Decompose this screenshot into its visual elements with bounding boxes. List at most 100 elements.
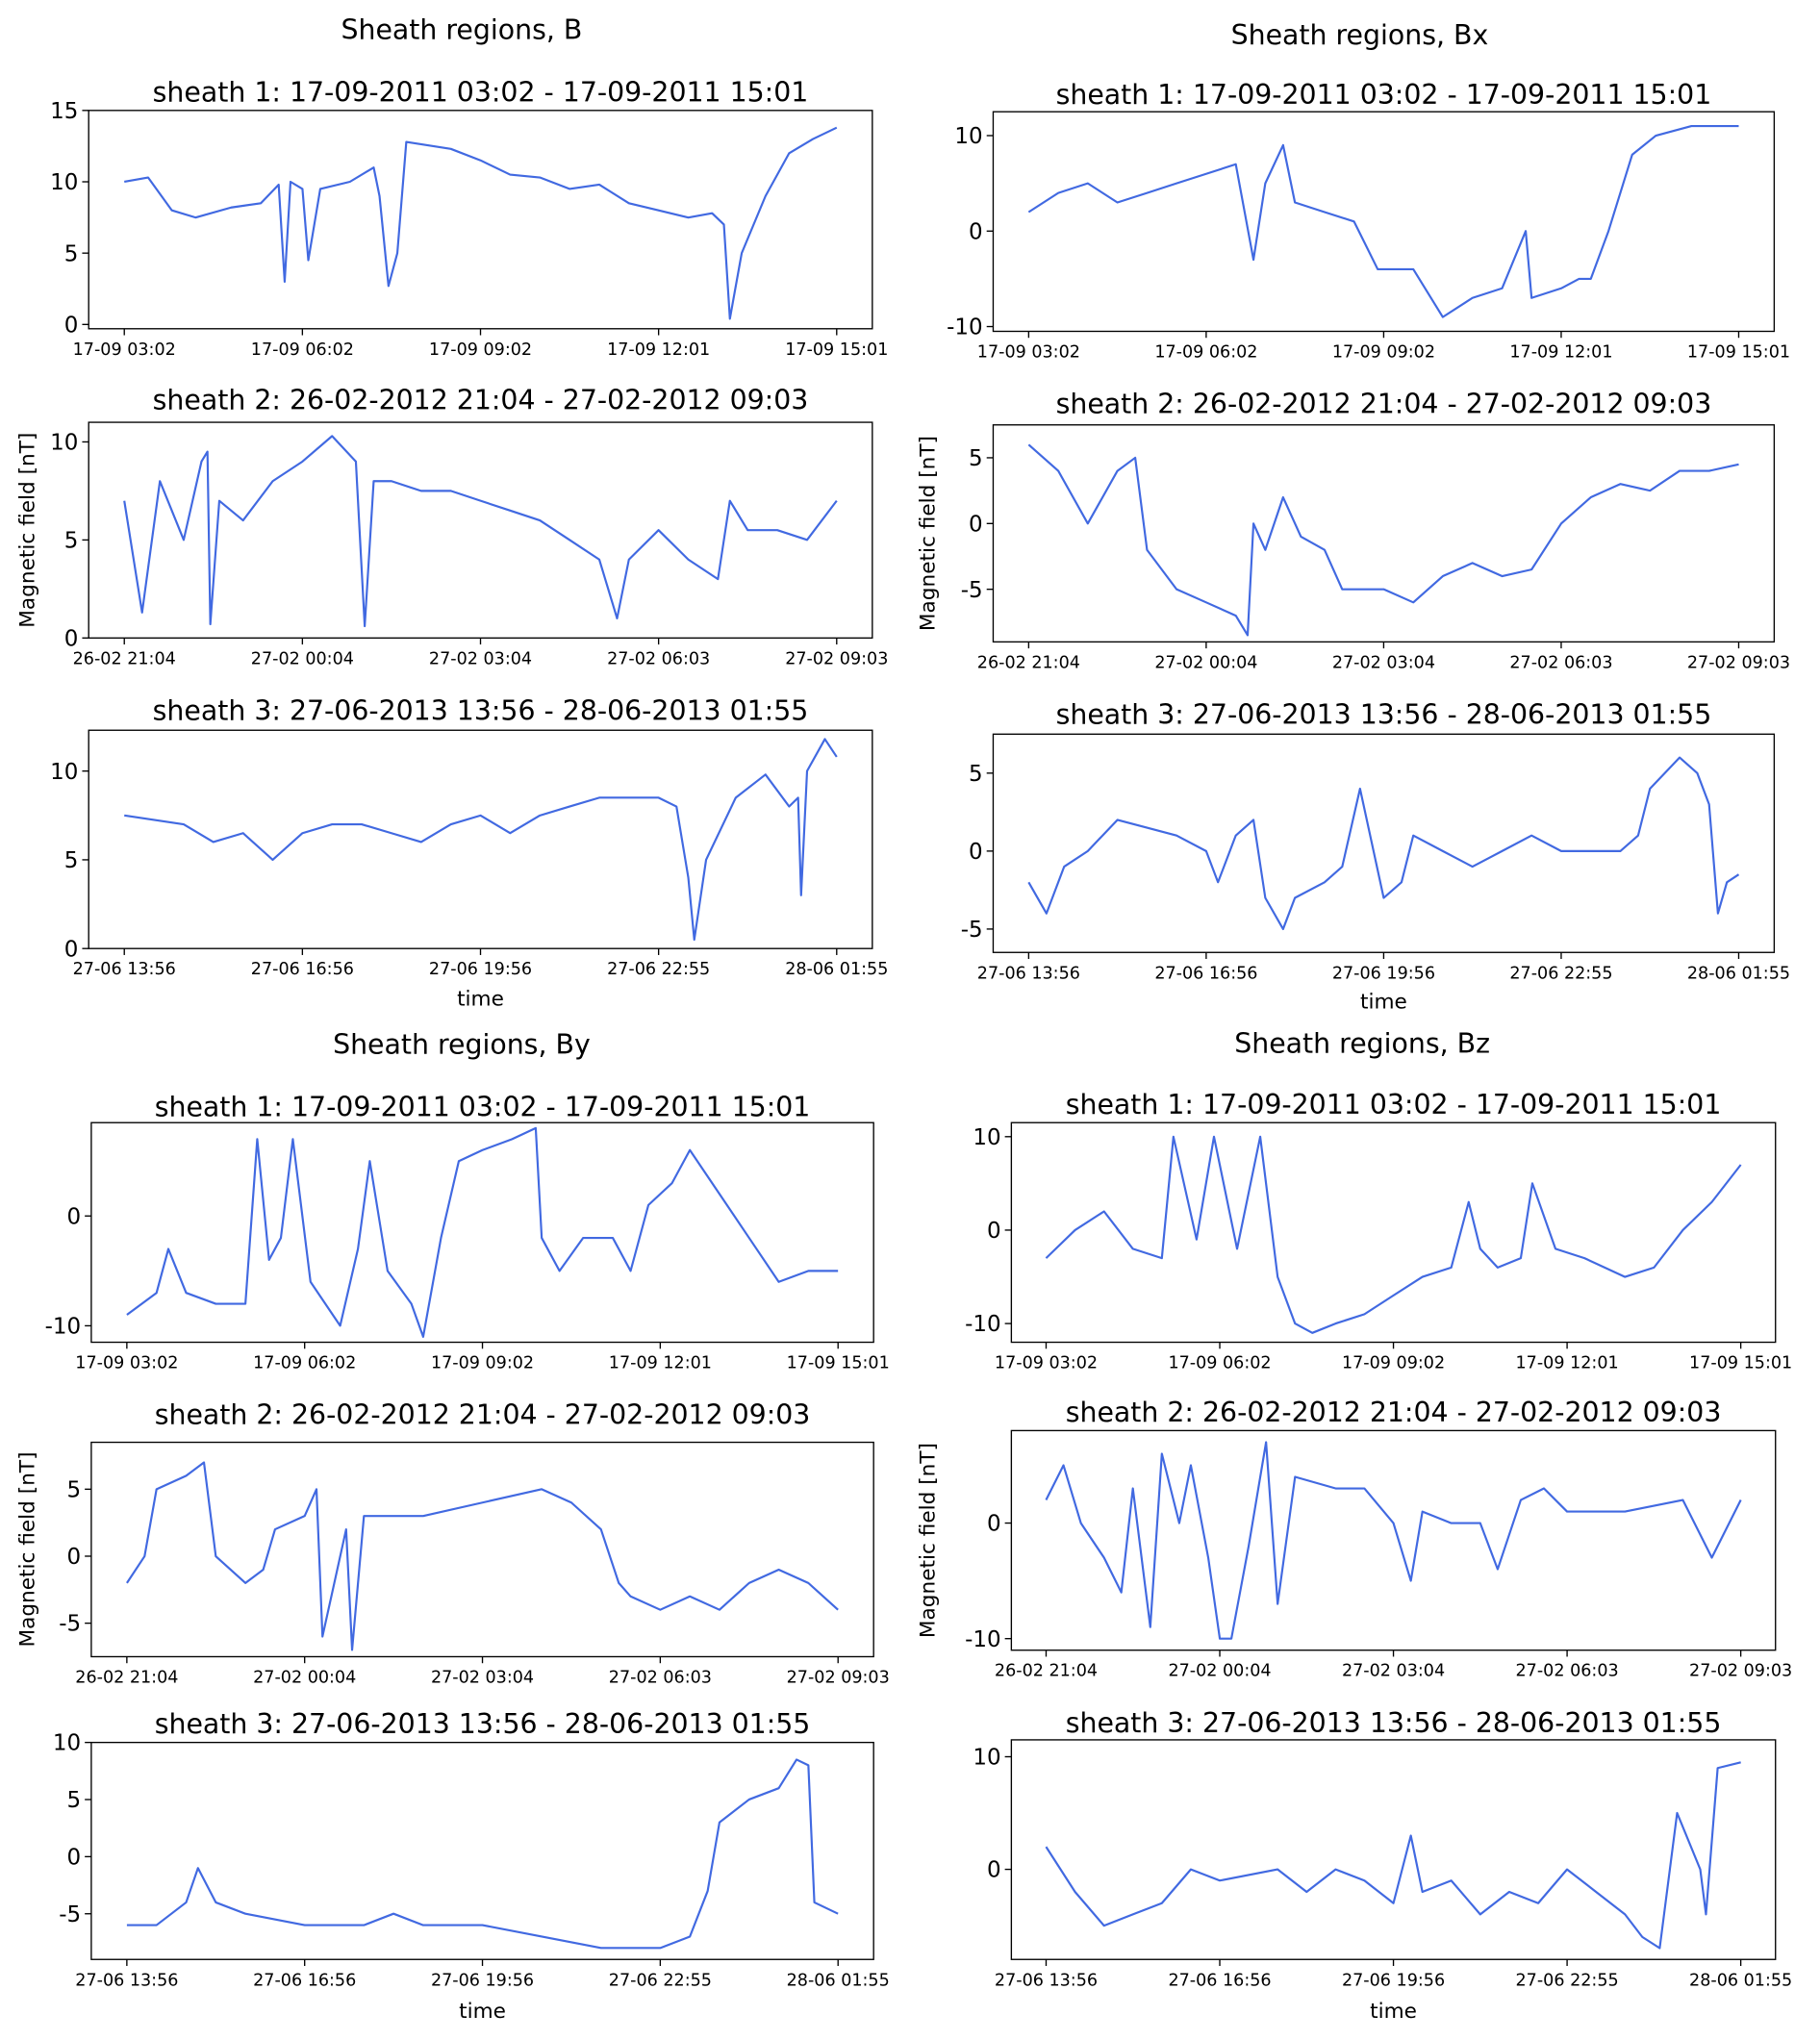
y-axis-label: Magnetic field [nT] [15,433,39,628]
x-tick-label: 27-02 09:03 [785,649,888,668]
x-tick-label: 17-09 09:02 [1342,1354,1445,1373]
x-tick-label: 27-02 00:04 [1154,653,1257,672]
x-tick-label: 26-02 21:04 [995,1662,1098,1681]
y-tick-label: 10 [954,124,982,149]
x-tick-label: 27-02 06:03 [609,1668,712,1687]
series-line [1045,1135,1742,1334]
x-tick-label: 17-09 15:01 [785,340,888,360]
subplot-title: sheath 1: 17-09-2011 03:02 - 17-09-2011 … [1066,1089,1722,1121]
x-tick-label: 17-09 12:01 [1509,343,1612,363]
subplot-sheath-3: sheath 3: 27-06-2013 13:56 - 28-06-2013 … [961,698,1790,983]
x-tick-label: 17-09 12:01 [609,1354,712,1373]
y-tick-label: 5 [64,848,79,873]
x-tick-label: 27-02 03:04 [429,649,532,668]
series-line [124,738,838,942]
x-tick-label: 27-06 16:56 [1154,964,1257,983]
y-tick-label: 5 [969,762,983,787]
x-axis-label: time [459,2000,506,2024]
subplot-sheath-1: sheath 1: 17-09-2011 03:02 - 17-09-2011 … [947,79,1790,362]
subplot-title: sheath 3: 27-06-2013 13:56 - 28-06-2013 … [155,1708,811,1740]
x-tick-label: 17-09 12:01 [607,340,710,360]
axes-frame [1010,1121,1777,1344]
subplot-title: sheath 3: 27-06-2013 13:56 - 28-06-2013 … [1066,1707,1722,1739]
subplot-title: sheath 3: 27-06-2013 13:56 - 28-06-2013 … [1056,698,1712,730]
axes-frame [992,111,1776,333]
figure-b: Sheath regions, B Magnetic field [nT] time… [15,14,888,1012]
y-tick-label: -10 [965,1312,1000,1337]
series-line [126,1126,839,1338]
x-tick-label: 17-09 09:02 [1332,343,1435,363]
axes-frame [90,1121,874,1344]
x-tick-label: 27-06 13:56 [977,964,1080,983]
y-tick-label: 10 [973,1746,1000,1771]
axes-frame [88,729,873,949]
figure-bz: Sheath regions, Bz Magnetic field [nT] tim… [917,1027,1793,2024]
axes-frame [992,424,1776,643]
x-tick-label: 17-09 15:01 [1689,1354,1792,1373]
x-tick-label: 26-02 21:04 [75,1668,178,1687]
axes-frame [90,1741,874,1960]
x-tick-label: 27-06 22:55 [607,960,710,979]
subplot-sheath-2: sheath 2: 26-02-2012 21:04 - 27-02-2012 … [965,1397,1792,1681]
y-tick-label: 15 [50,99,78,124]
y-tick-label: 5 [969,446,983,471]
y-axis-label: Magnetic field [nT] [917,1443,941,1638]
y-tick-label: 10 [50,170,78,195]
y-tick-label: 0 [969,512,983,537]
axes-frame [90,1441,874,1658]
x-axis-label: time [1360,990,1407,1014]
x-tick-label: 28-06 01:55 [785,960,888,979]
subplot-title: sheath 1: 17-09-2011 03:02 - 17-09-2011 … [153,76,809,108]
x-tick-label: 17-09 06:02 [251,340,354,360]
x-tick-label: 27-06 19:56 [1342,1971,1445,1990]
y-tick-label: 0 [66,1204,81,1229]
y-tick-label: 0 [66,1545,81,1570]
x-tick-label: 27-06 19:56 [1332,964,1435,983]
x-tick-label: 27-06 16:56 [253,1971,356,1990]
y-tick-label: 10 [50,760,78,785]
x-tick-label: 17-09 06:02 [253,1354,356,1373]
figure-title: Sheath regions, B [341,14,582,46]
x-tick-label: 28-06 01:55 [787,1971,890,1990]
series-line [126,1461,839,1651]
x-tick-label: 17-09 03:02 [995,1354,1098,1373]
x-tick-label: 17-09 09:02 [431,1354,534,1373]
figure-title: Sheath regions, By [333,1029,591,1061]
y-tick-label: 0 [969,219,983,244]
y-tick-label: 0 [66,1845,81,1870]
y-tick-label: 0 [64,313,79,338]
figure-by: Sheath regions, By Magnetic field [nT] tim… [15,1029,889,2024]
y-tick-label: 5 [64,241,79,266]
y-tick-label: 0 [987,1512,1001,1537]
x-tick-label: 27-06 13:56 [995,1971,1098,1990]
y-tick-label: -5 [59,1902,81,1927]
x-tick-label: 27-02 09:03 [1689,1662,1792,1681]
subplot-sheath-3: sheath 3: 27-06-2013 13:56 - 28-06-2013 … [50,694,888,979]
series-line [1027,756,1740,931]
x-tick-label: 17-09 12:01 [1516,1354,1619,1373]
x-tick-label: 17-09 03:02 [75,1354,178,1373]
series-line [1045,1441,1742,1640]
y-tick-label: 0 [64,626,79,651]
y-tick-label: 0 [969,840,983,865]
y-tick-label: 5 [66,1788,81,1813]
x-tick-label: 27-02 00:04 [251,649,354,668]
x-tick-label: 17-09 03:02 [977,343,1080,363]
x-tick-label: 17-09 09:02 [429,340,532,360]
series-line [1027,443,1739,637]
subplot-sheath-3: sheath 3: 27-06-2013 13:56 - 28-06-2013 … [53,1708,890,1990]
x-tick-label: 27-02 06:03 [1509,653,1612,672]
x-tick-label: 27-06 13:56 [75,1971,178,1990]
y-tick-label: -5 [961,918,983,943]
x-tick-label: 28-06 01:55 [1687,964,1790,983]
x-tick-label: 27-02 09:03 [1687,653,1790,672]
x-tick-label: 27-02 00:04 [1168,1662,1271,1681]
series-line [1027,124,1739,318]
x-tick-label: 27-02 06:03 [1516,1662,1619,1681]
x-tick-label: 17-09 15:01 [787,1354,890,1373]
x-tick-label: 27-06 22:55 [1509,964,1612,983]
y-tick-label: -10 [947,315,983,340]
series-line [126,1758,839,1950]
y-tick-label: 5 [66,1477,81,1502]
x-tick-label: 27-06 22:55 [1516,1971,1619,1990]
